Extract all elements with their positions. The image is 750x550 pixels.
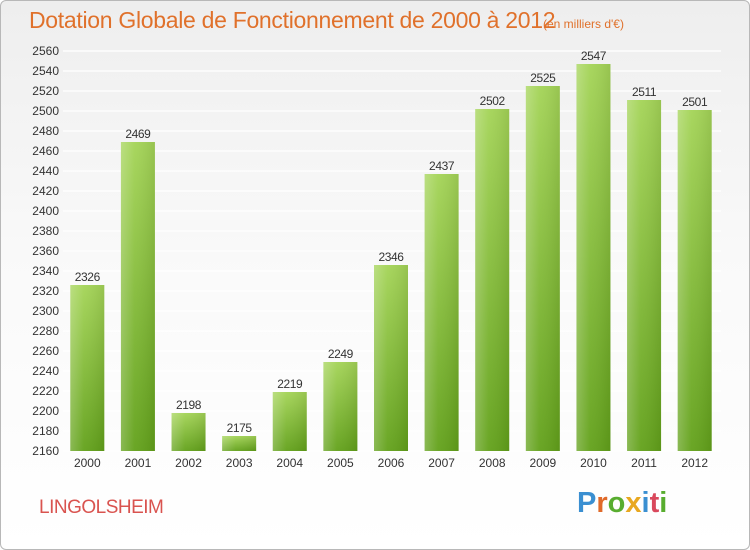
bar-shine [222,436,257,451]
y-tick-label: 2220 [32,384,59,398]
x-tick-label: 2004 [276,456,303,470]
y-tick-label: 2480 [32,124,59,138]
bar-shine [120,142,155,451]
proxiti-logo: Proxiti [577,487,667,520]
bar-shine [576,64,611,451]
bar-value-label: 2547 [581,49,607,63]
bar-value-label: 2469 [125,127,151,141]
bar-value-label: 2175 [227,421,253,435]
y-tick-label: 2560 [32,44,59,58]
y-tick-label: 2440 [32,164,59,178]
x-tick-label: 2011 [631,456,657,470]
y-tick-label: 2320 [32,284,59,298]
bar-value-label: 2511 [632,85,657,99]
y-tick-label: 2520 [32,84,59,98]
y-tick-label: 2200 [32,404,59,418]
logo-letter: i [641,487,650,519]
bar-value-label: 2198 [176,398,202,412]
chart-title: Dotation Globale de Fonctionnement de 20… [29,7,556,33]
x-tick-label: 2008 [479,456,506,470]
bar-shine [525,86,560,451]
bar-value-label: 2502 [480,94,506,108]
bar-shine [70,285,105,451]
x-tick-label: 2003 [226,456,253,470]
y-tick-label: 2360 [32,244,59,258]
y-tick-label: 2160 [32,444,59,458]
x-tick-label: 2010 [580,456,607,470]
bar-value-label: 2437 [429,159,455,173]
y-tick-label: 2420 [32,184,59,198]
logo-letter: P [577,487,597,519]
bar-value-label: 2326 [75,270,101,284]
y-tick-label: 2460 [32,144,59,158]
logo-letter: i [659,487,668,519]
x-tick-label: 2001 [125,456,152,470]
bar-value-label: 2525 [530,71,556,85]
chart-unit-note: (en milliers d'€) [543,17,624,31]
bar-shine [323,362,358,451]
y-tick-label: 2340 [32,264,59,278]
logo-letter: x [625,487,642,519]
logo-letter: t [649,487,660,519]
logo-letter: o [607,487,626,519]
bar-value-label: 2249 [328,347,354,361]
x-tick-label: 2006 [378,456,405,470]
y-tick-label: 2500 [32,104,59,118]
y-tick-label: 2280 [32,324,59,338]
y-tick-label: 2260 [32,344,59,358]
y-tick-label: 2380 [32,224,59,238]
y-tick-label: 2240 [32,364,59,378]
x-tick-label: 2012 [681,456,708,470]
bar-shine [677,110,712,451]
bar-shine [374,265,408,451]
bar-value-label: 2219 [277,377,303,391]
bar-shine [424,174,459,451]
bar-shine [272,392,307,451]
y-tick-label: 2180 [32,424,59,438]
x-tick-label: 2002 [175,456,202,470]
bar-value-label: 2346 [378,250,404,264]
x-tick-label: 2009 [529,456,556,470]
x-tick-label: 2005 [327,456,354,470]
commune-name: LINGOLSHEIM [39,497,164,518]
bar-value-label: 2501 [682,95,708,109]
y-tick-label: 2400 [32,204,59,218]
y-tick-label: 2300 [32,304,59,318]
y-tick-label: 2540 [32,64,59,78]
x-tick-label: 2000 [74,456,101,470]
x-tick-label: 2007 [428,456,455,470]
bar-shine [627,100,662,451]
bar-shine [171,413,206,451]
logo-letter: r [596,487,608,519]
bar-shine [475,109,510,451]
